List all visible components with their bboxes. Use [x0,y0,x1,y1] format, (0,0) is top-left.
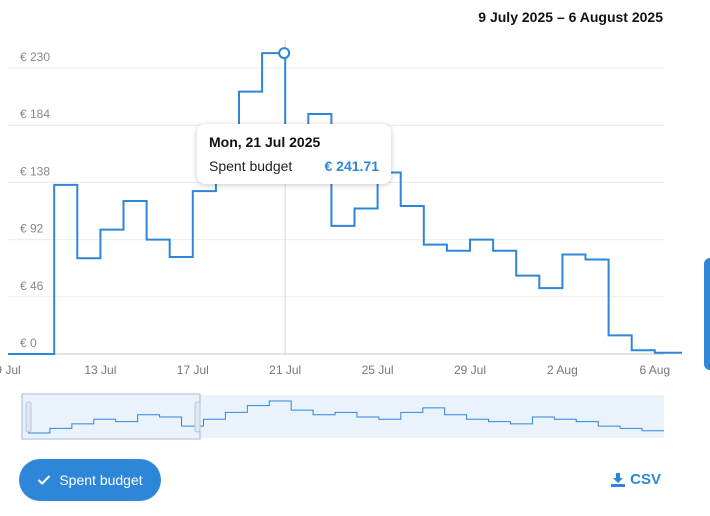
y-tick-label: € 46 [20,279,44,293]
y-tick-label: € 184 [20,107,50,121]
x-tick-label: 17 Jul [177,363,209,377]
y-tick-label: € 0 [20,336,37,350]
tooltip-row: Spent budget € 241.71 [209,158,379,174]
spent-budget-series-line[interactable] [8,52,682,355]
x-axis-labels: 9 Jul 13 Jul 17 Jul 21 Jul 25 Jul 29 Jul 2 Aug… [0,363,670,377]
range-navigator[interactable] [21,393,664,440]
tooltip-value: € 241.71 [324,158,380,174]
x-tick-label: 29 Jul [454,363,486,377]
x-tick-label: 6 Aug [639,363,670,377]
checkmark-icon [38,475,51,485]
csv-label: CSV [630,471,661,488]
y-tick-label: € 92 [20,222,44,236]
date-range-title: 9 July 2025 – 6 August 2025 [478,9,663,25]
x-tick-label: 25 Jul [362,363,394,377]
grid-lines [8,67,664,355]
x-tick-label: 13 Jul [84,363,116,377]
navigator-left-handle[interactable] [25,401,32,433]
navigator-series-line [28,400,664,434]
legend-label: Spent budget [59,472,143,488]
navigator-right-handle[interactable] [194,401,201,433]
x-tick-label: 2 Aug [547,363,578,377]
side-panel-tab[interactable] [704,258,710,370]
x-tick-label: 21 Jul [269,363,301,377]
x-tick-label: 9 Jul [0,363,21,377]
hover-point-marker [278,47,291,60]
y-axis-labels: € 0 € 46 € 92 € 138 € 184 € 230 [20,50,50,350]
tooltip-series-label: Spent budget [209,158,293,174]
download-icon [611,472,626,487]
y-tick-label: € 138 [20,164,50,178]
y-tick-label: € 230 [20,50,50,64]
csv-download-button[interactable]: CSV [610,471,661,488]
chart-tooltip: Mon, 21 Jul 2025 Spent budget € 241.71 [197,124,391,184]
spent-budget-legend-toggle[interactable]: Spent budget [19,459,161,501]
tooltip-date: Mon, 21 Jul 2025 [209,134,321,150]
navigator-track[interactable] [22,395,664,438]
